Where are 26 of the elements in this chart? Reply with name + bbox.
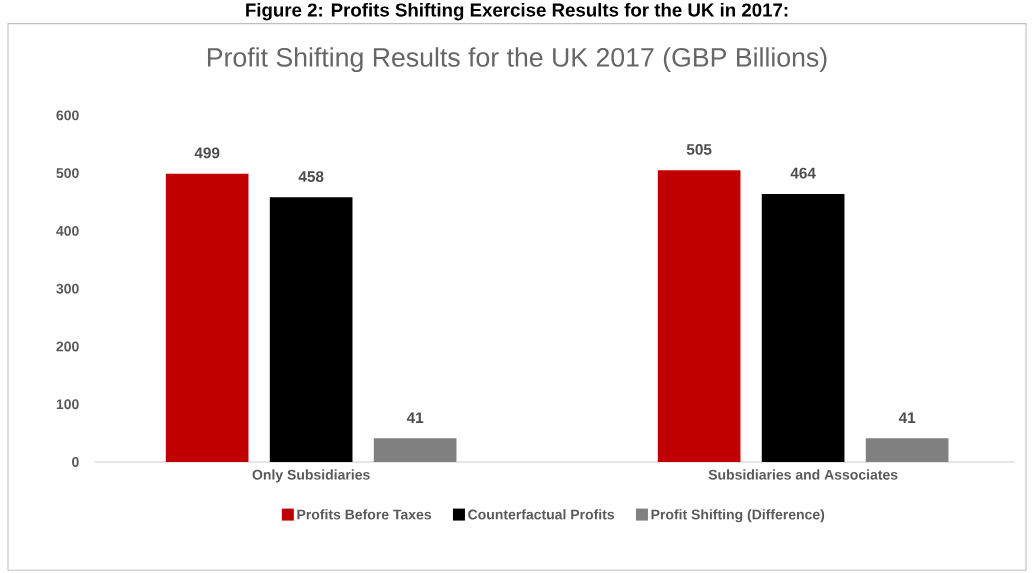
data-label: 41 bbox=[406, 412, 424, 423]
y-tick-label: 200 bbox=[56, 341, 79, 352]
y-tick-label: 600 bbox=[56, 110, 79, 121]
x-tick-label: Only Subsidiaries bbox=[252, 469, 370, 483]
y-tick-label: 500 bbox=[56, 168, 79, 179]
chart-title: Figure 2: Profits Shifting Exercise Results for the UK in 2017: bbox=[246, 2, 788, 21]
data-label: 41 bbox=[898, 412, 916, 423]
bar bbox=[761, 193, 845, 462]
bar bbox=[657, 170, 741, 462]
chart-subtitle: Profit Shifting Results for the UK 2017 (GBP Billions) bbox=[207, 47, 827, 73]
y-tick-label: 0 bbox=[72, 457, 79, 467]
bar bbox=[269, 197, 353, 462]
legend-label: Profits Before Taxes bbox=[297, 509, 432, 520]
y-tick-label: 100 bbox=[56, 399, 79, 410]
data-label: 499 bbox=[194, 147, 220, 159]
legend-label: Counterfactual Profits bbox=[468, 509, 615, 520]
data-label: 458 bbox=[298, 171, 324, 182]
bar bbox=[373, 438, 457, 462]
y-tick-label: 300 bbox=[56, 283, 79, 294]
bar bbox=[865, 438, 949, 462]
x-tick-label: Subsidiaries and Associates bbox=[708, 469, 898, 480]
legend-label: Profit Shifting (Difference) bbox=[651, 509, 825, 523]
data-label: 505 bbox=[686, 143, 712, 155]
data-label: 464 bbox=[790, 167, 816, 179]
y-tick-label: 400 bbox=[56, 225, 79, 236]
bar bbox=[165, 173, 249, 462]
